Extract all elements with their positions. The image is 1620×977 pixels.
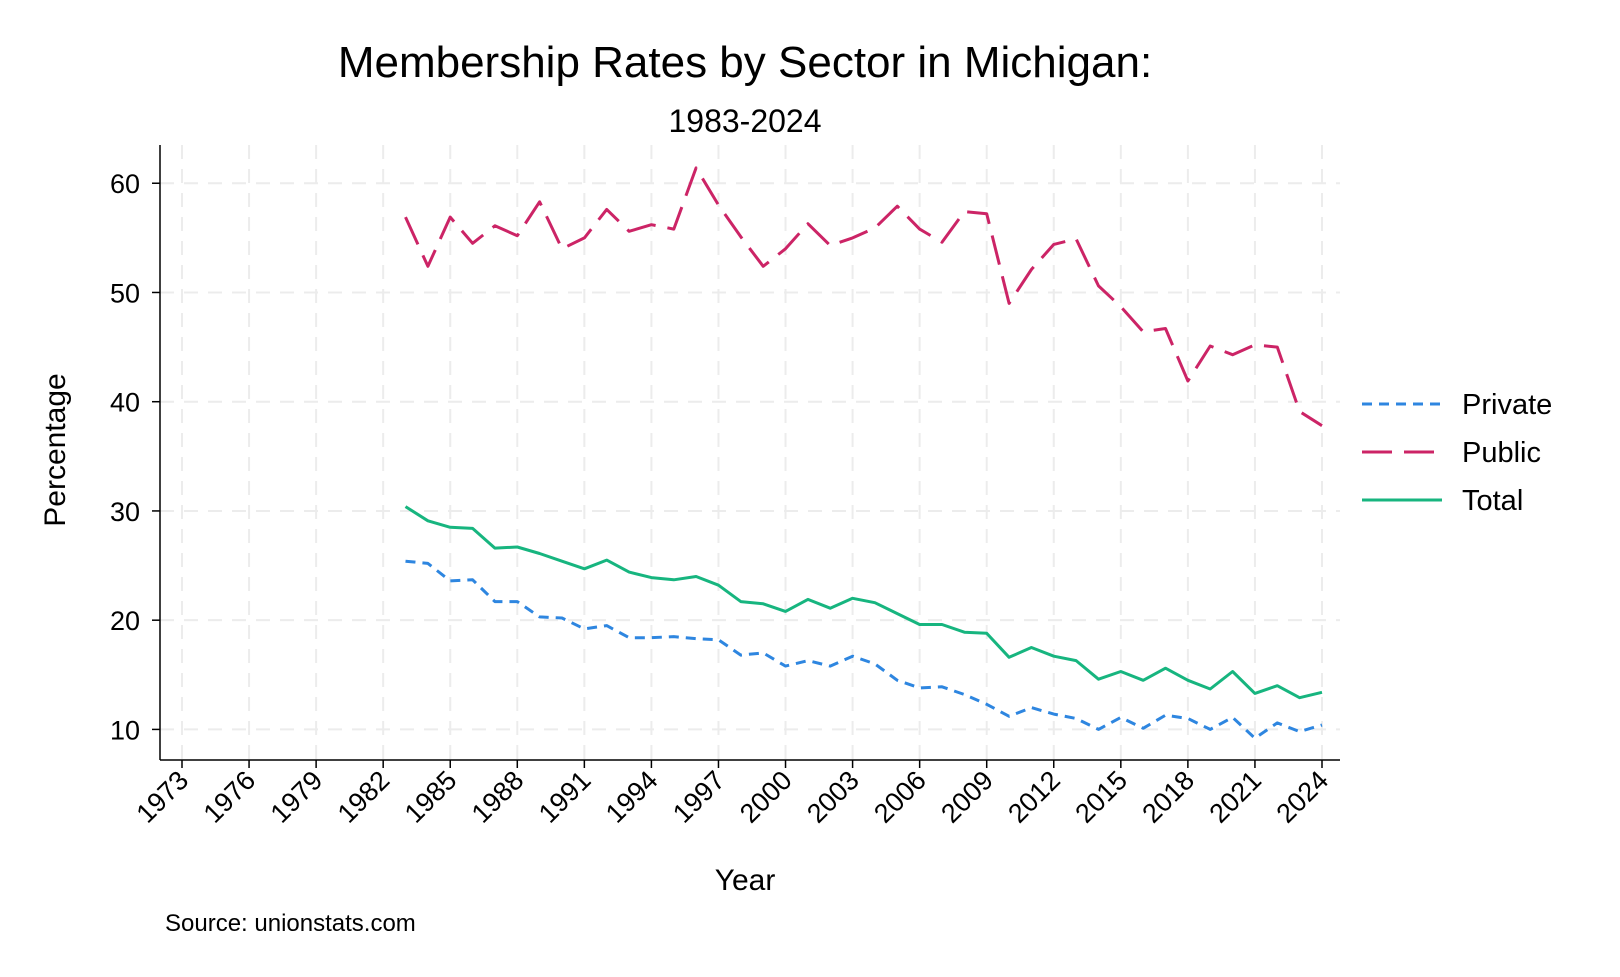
series-line-private	[405, 559, 1323, 740]
legend-label: Public	[1462, 437, 1541, 469]
y-tick-label: 40	[110, 388, 140, 418]
y-axis-ticks: 10 20 30 40 50 60	[110, 169, 160, 745]
x-tick-label: 2009	[935, 765, 999, 829]
x-tick-label: 2024	[1271, 765, 1335, 829]
legend-label: Total	[1462, 485, 1523, 517]
x-tick-label: 2015	[1069, 765, 1133, 829]
x-axis-ticks: 1973 1976 1979 1982 1985 1988 1991 1994 1997 2000…	[131, 760, 1335, 829]
legend-label: Private	[1462, 389, 1552, 421]
series-line-total	[404, 505, 1323, 700]
y-tick-label: 20	[110, 606, 140, 636]
x-tick-label: 2012	[1002, 765, 1066, 829]
x-tick-label: 2021	[1203, 765, 1267, 829]
x-tick-label: 2018	[1136, 765, 1200, 829]
x-tick-label: 1994	[600, 765, 664, 829]
legend-item-total: Total	[1362, 485, 1523, 517]
x-tick-label: 1985	[399, 765, 463, 829]
legend-item-public: Public	[1362, 437, 1541, 469]
legend-item-private: Private	[1362, 389, 1552, 421]
chart-subtitle: 1983-2024	[668, 103, 821, 139]
chart-title: Membership Rates by Sector in Michigan:	[338, 38, 1152, 87]
y-tick-label: 50	[110, 278, 140, 308]
y-tick-label: 30	[110, 497, 140, 527]
source-note: Source: unionstats.com	[165, 910, 416, 937]
x-axis-title: Year	[715, 864, 776, 897]
y-axis-title: Percentage	[39, 373, 72, 526]
series-line-public	[404, 166, 1323, 427]
x-tick-label: 1976	[198, 765, 262, 829]
x-tick-label: 1988	[466, 765, 530, 829]
series-lines	[404, 166, 1323, 740]
x-tick-label: 2000	[734, 765, 798, 829]
x-tick-label: 1982	[332, 765, 396, 829]
x-tick-label: 1979	[265, 765, 329, 829]
x-tick-label: 1991	[533, 765, 597, 829]
x-tick-label: 1973	[131, 765, 195, 829]
y-tick-label: 60	[110, 169, 140, 199]
x-tick-label: 2003	[801, 765, 865, 829]
axes	[159, 145, 1340, 761]
x-tick-label: 2006	[868, 765, 932, 829]
legend: Private Public Total	[1362, 389, 1552, 517]
x-tick-label: 1997	[667, 765, 731, 829]
y-tick-label: 10	[110, 715, 140, 745]
grid-lines	[160, 145, 1340, 760]
